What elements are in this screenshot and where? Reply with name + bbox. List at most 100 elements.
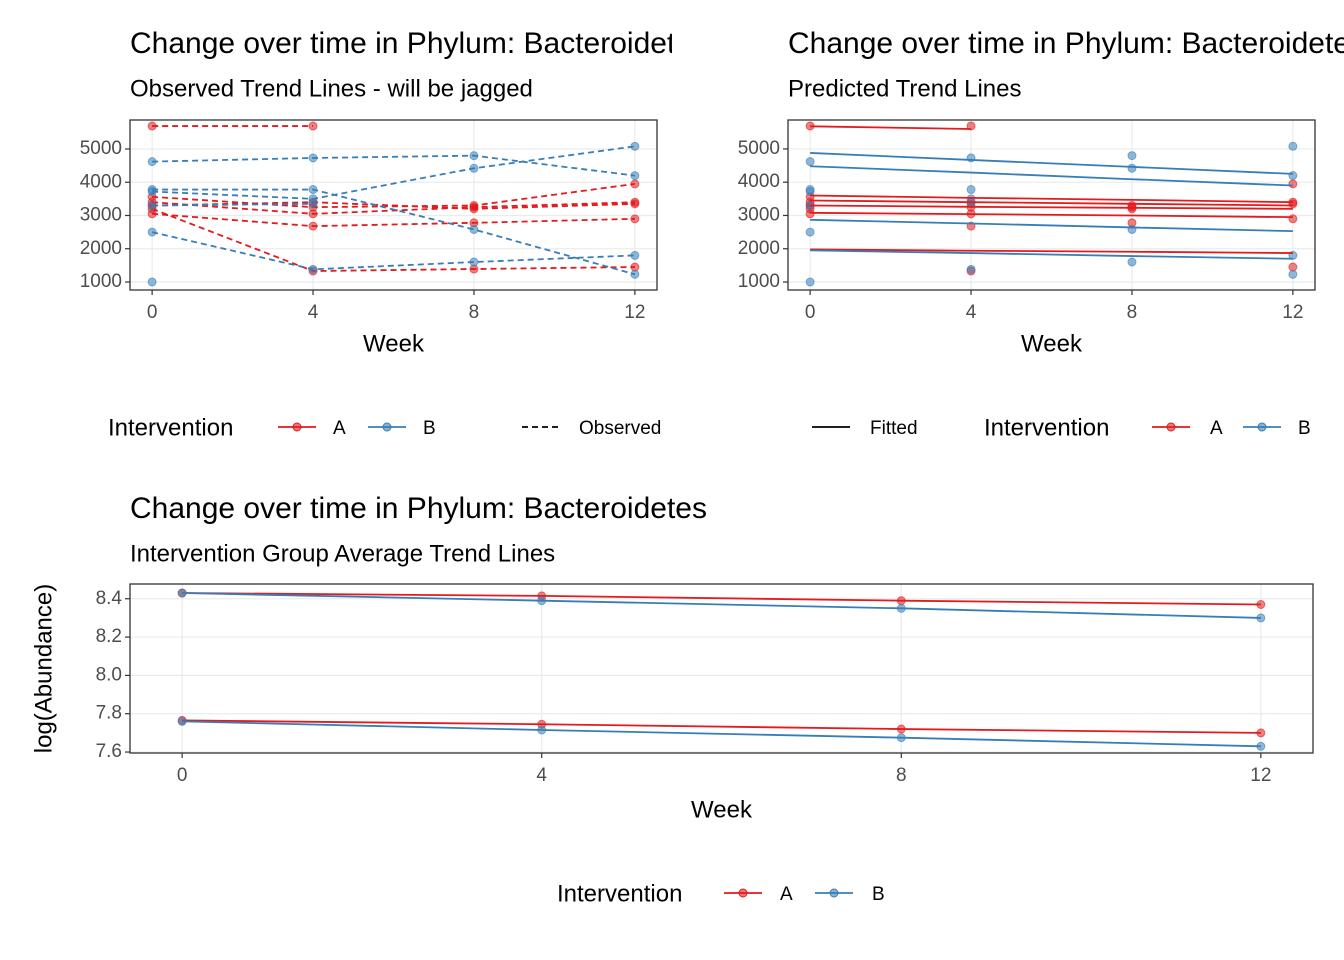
legend-label: Observed [579, 418, 661, 439]
data-point [537, 596, 547, 606]
data-point [469, 151, 479, 161]
data-point [308, 199, 318, 209]
data-point [1127, 163, 1137, 173]
data-point [147, 187, 157, 197]
x-tick-label: 12 [624, 302, 645, 323]
chart-subtitle: Predicted Trend Lines [788, 75, 1021, 102]
chart-subtitle: Observed Trend Lines - will be jagged [130, 75, 533, 102]
data-point [1288, 171, 1298, 181]
data-point [630, 214, 640, 224]
y-tick-label: 5000 [738, 138, 780, 159]
trend-line [810, 248, 1293, 254]
data-point [896, 733, 906, 743]
x-axis-title: Week [1021, 330, 1083, 357]
trend-line [810, 211, 1293, 219]
legend-title: Intervention [108, 414, 233, 441]
data-point [1127, 151, 1137, 161]
legend-key-point [382, 422, 392, 432]
legend-key-point [1257, 422, 1267, 432]
legend-label: B [423, 418, 436, 439]
data-point [630, 269, 640, 279]
y-tick-label: 1000 [80, 271, 122, 292]
trend-line [810, 125, 972, 130]
data-point [805, 277, 815, 287]
y-tick-label: 8.4 [96, 588, 123, 609]
data-point [896, 596, 906, 606]
data-point [1288, 199, 1298, 209]
trend-line [151, 231, 635, 271]
data-point [805, 227, 815, 237]
y-tick-label: 3000 [80, 205, 122, 226]
data-point [630, 179, 640, 189]
trend-line [810, 194, 1293, 204]
trend-line [152, 202, 314, 207]
data-point [469, 224, 479, 234]
trend-line [152, 188, 636, 276]
trend-line [810, 204, 1293, 210]
x-tick-label: 8 [896, 765, 907, 786]
legend-key-point [829, 888, 839, 898]
plot-border [129, 583, 1314, 754]
y-tick-label: 5000 [80, 138, 122, 159]
trend-line [152, 145, 635, 200]
plot-border [787, 119, 1316, 291]
data-point [1288, 269, 1298, 279]
data-point [966, 121, 976, 131]
trend-line [810, 249, 1293, 260]
chart-panel: Change over time in Phylum: Bacteroidete… [738, 27, 1344, 441]
data-point [896, 603, 906, 613]
legend-label: A [333, 418, 346, 439]
legend-label: A [780, 884, 793, 905]
data-point [308, 153, 318, 163]
x-tick-label: 4 [536, 765, 547, 786]
y-tick-label: 1000 [738, 271, 780, 292]
y-tick-label: 4000 [738, 171, 780, 192]
data-point [147, 201, 157, 211]
data-point [630, 262, 640, 272]
data-point [805, 157, 815, 167]
data-point [147, 277, 157, 287]
chart-title: Change over time in Phylum: Bacteroidete… [130, 492, 707, 525]
chart-title: Change over time in Phylum: Bacteroidete… [788, 27, 1344, 60]
trend-line [152, 201, 635, 215]
data-point [1288, 141, 1298, 151]
x-tick-label: 4 [308, 302, 319, 323]
y-tick-label: 2000 [80, 238, 122, 259]
trend-line [182, 720, 1261, 748]
data-point [896, 724, 906, 734]
chart-subtitle: Intervention Group Average Trend Lines [130, 540, 555, 567]
data-point [177, 716, 187, 726]
trend-line [182, 592, 1261, 606]
data-point [630, 199, 640, 209]
y-axis-title: log(Abundance) [30, 584, 57, 753]
data-point [308, 264, 318, 274]
legend-title: Intervention [557, 880, 682, 907]
y-tick-label: 8.2 [96, 626, 122, 647]
chart-panel: Change over time in Phylum: Bacteroidete… [80, 27, 672, 441]
x-tick-label: 8 [469, 302, 480, 323]
data-point [1288, 262, 1298, 272]
trend-line [810, 165, 1293, 187]
data-point [1127, 204, 1137, 214]
trend-line [810, 199, 1293, 207]
data-point [630, 171, 640, 181]
x-tick-label: 12 [1282, 302, 1303, 323]
trend-line [182, 592, 1261, 619]
data-point [1288, 214, 1298, 224]
x-tick-label: 0 [177, 765, 188, 786]
legend-key-point [292, 422, 302, 432]
x-tick-label: 8 [1127, 302, 1138, 323]
chart-panel: Change over time in Phylum: Bacteroidete… [30, 492, 1314, 907]
y-tick-label: 2000 [738, 238, 780, 259]
plot-background [130, 584, 1313, 753]
x-tick-label: 4 [966, 302, 977, 323]
legend-label: A [1210, 418, 1223, 439]
data-point [147, 227, 157, 237]
data-point [1256, 600, 1266, 610]
trend-line [152, 212, 635, 228]
y-tick-label: 3000 [738, 204, 780, 225]
data-point [805, 187, 815, 197]
plot-border [129, 119, 658, 291]
data-point [1256, 741, 1266, 751]
legend-label: B [872, 884, 885, 905]
